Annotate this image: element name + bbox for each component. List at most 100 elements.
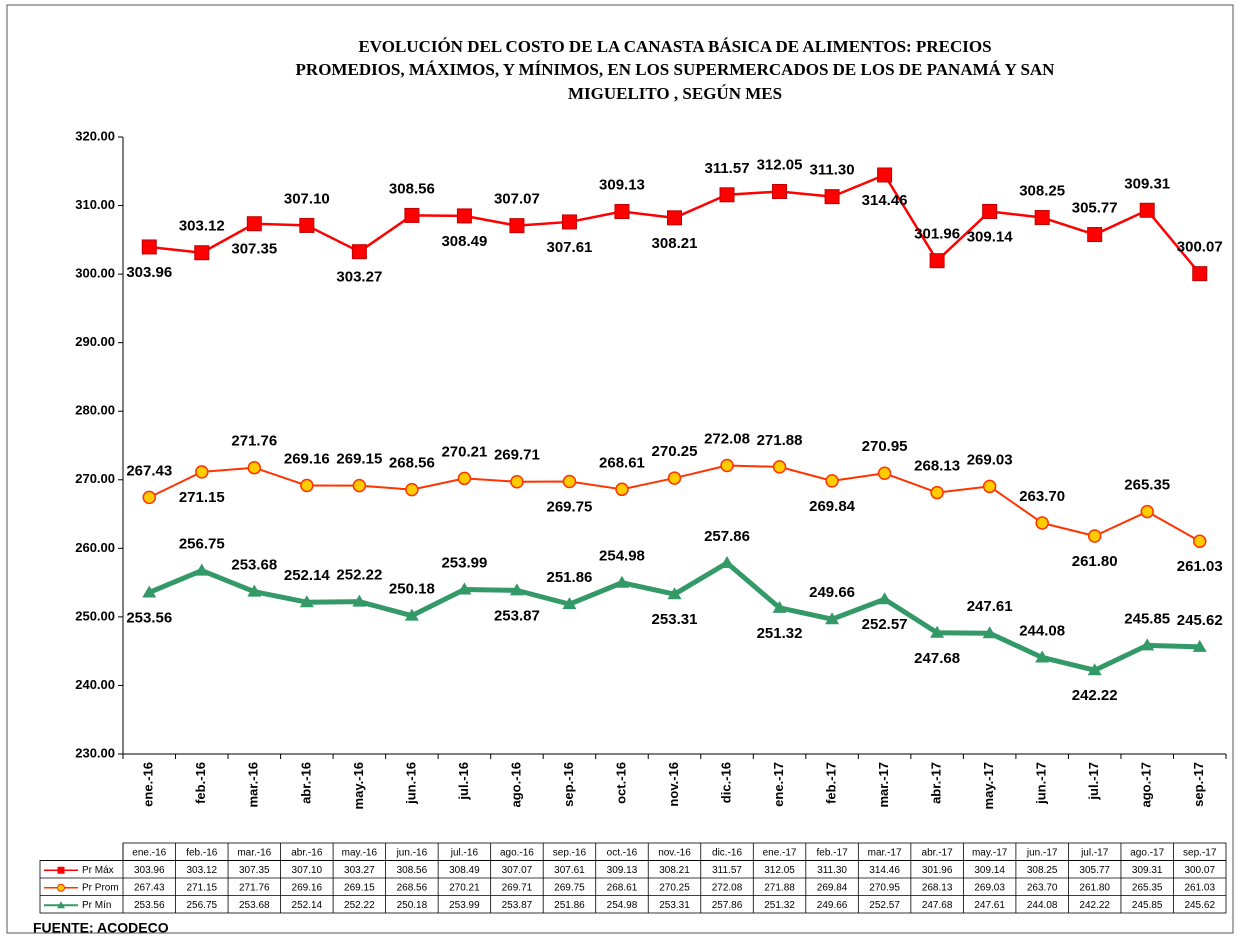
marker [246,216,262,232]
data-label: 311.30 [810,162,855,179]
table-cell: 308.25 [1027,865,1058,876]
marker [1087,227,1103,243]
table-cell: 307.61 [554,865,585,876]
marker [667,471,682,485]
data-label: 268.13 [914,458,960,475]
y-tick-label: 240.00 [75,677,115,692]
y-tick-label: 290.00 [75,334,115,349]
table-cell: 305.77 [1079,865,1110,876]
y-tick-label: 320.00 [75,128,115,143]
y-tick-label: 260.00 [75,540,115,555]
data-label: 252.14 [284,567,331,584]
marker [561,214,577,230]
legend-label: Pr Prom [82,882,119,893]
source: FUENTE: ACODECO [33,920,169,936]
data-label: 251.32 [757,625,803,642]
table-cell: 271.15 [186,882,217,893]
data-label: 309.31 [1124,175,1170,192]
table-cell: 253.31 [659,900,690,911]
marker [1035,516,1049,530]
data-label: 269.03 [967,451,1013,468]
table-cell: 261.03 [1184,882,1215,893]
table-cell: 247.61 [974,900,1005,911]
marker [877,592,892,605]
table-header: sep.-16 [553,847,587,858]
data-label: 300.07 [1177,239,1223,256]
data-label: 250.18 [389,581,435,598]
x-tick-label: ene.-16 [141,762,156,807]
marker [667,210,682,226]
marker [509,583,524,596]
table-cell: 309.14 [974,865,1005,876]
table-cell: 307.35 [239,865,270,876]
data-label: 311.57 [704,160,749,177]
data-label: 263.70 [1019,488,1065,505]
table-cell: 270.21 [449,882,480,893]
legend-marker [57,866,65,874]
data-label: 307.61 [547,239,593,256]
marker [877,167,893,183]
table-header: jul.-17 [1080,847,1109,858]
marker [247,584,262,597]
marker [142,490,157,505]
table-cell: 311.57 [712,865,742,876]
y-tick-label: 280.00 [75,403,115,418]
table-cell: 252.14 [292,900,323,911]
marker [1034,210,1050,226]
data-label: 308.25 [1019,183,1065,200]
data-label: 253.31 [652,611,698,628]
chart-title: EVOLUCIÓN DEL COSTO DE LA CANASTA BÁSICA… [358,37,991,56]
marker [615,482,629,497]
data-label: 247.61 [967,598,1013,615]
table-cell: 301.96 [922,865,953,876]
table-cell: 251.86 [554,900,585,911]
data-label: 270.21 [441,443,487,460]
x-tick-label: sep.-16 [561,762,576,807]
data-label: 253.56 [126,609,172,626]
data-label: 253.99 [441,555,487,572]
data-label: 307.35 [231,241,277,258]
marker [614,204,630,220]
table-header: jun.-17 [1026,847,1058,858]
table-cell: 307.07 [502,865,533,876]
table-header: ene.-16 [132,847,166,858]
data-label: 247.68 [914,650,960,667]
marker [247,460,262,475]
table-cell: 300.07 [1184,865,1215,876]
data-label: 271.15 [179,489,225,506]
data-label: 270.95 [862,438,908,455]
data-label: 307.10 [284,190,330,207]
x-tick-label: jun.-17 [1034,762,1049,805]
data-label: 261.03 [1177,558,1223,575]
data-label: 244.08 [1019,622,1065,639]
table-cell: 312.05 [764,865,795,876]
data-label: 249.66 [809,584,855,601]
y-tick-label: 300.00 [75,266,115,281]
x-tick-label: abr.-16 [298,762,313,804]
table-cell: 267.43 [134,882,165,893]
marker [1035,650,1050,663]
data-label: 253.87 [494,607,540,624]
table-cell: 308.21 [659,865,690,876]
table-cell: 253.87 [502,900,533,911]
marker [719,187,735,203]
data-label: 271.76 [231,433,277,450]
table-cell: 269.03 [974,882,1005,893]
y-tick-label: 310.00 [75,197,115,212]
table-cell: 269.84 [817,882,848,893]
table-header: may.-17 [972,847,1008,858]
marker [1139,202,1155,218]
table-cell: 269.16 [292,882,323,893]
marker [772,460,787,474]
marker [194,245,210,261]
x-tick-label: mar.-16 [246,762,261,808]
legend-marker [57,883,65,892]
table-cell: 268.56 [397,882,428,893]
table-header: jun.-16 [396,847,428,858]
table-header: feb.-16 [186,847,218,858]
x-tick-label: mar.-17 [876,762,891,808]
table-cell: 253.56 [134,900,165,911]
x-tick-label: ago.-17 [1139,762,1154,808]
marker [982,203,998,219]
